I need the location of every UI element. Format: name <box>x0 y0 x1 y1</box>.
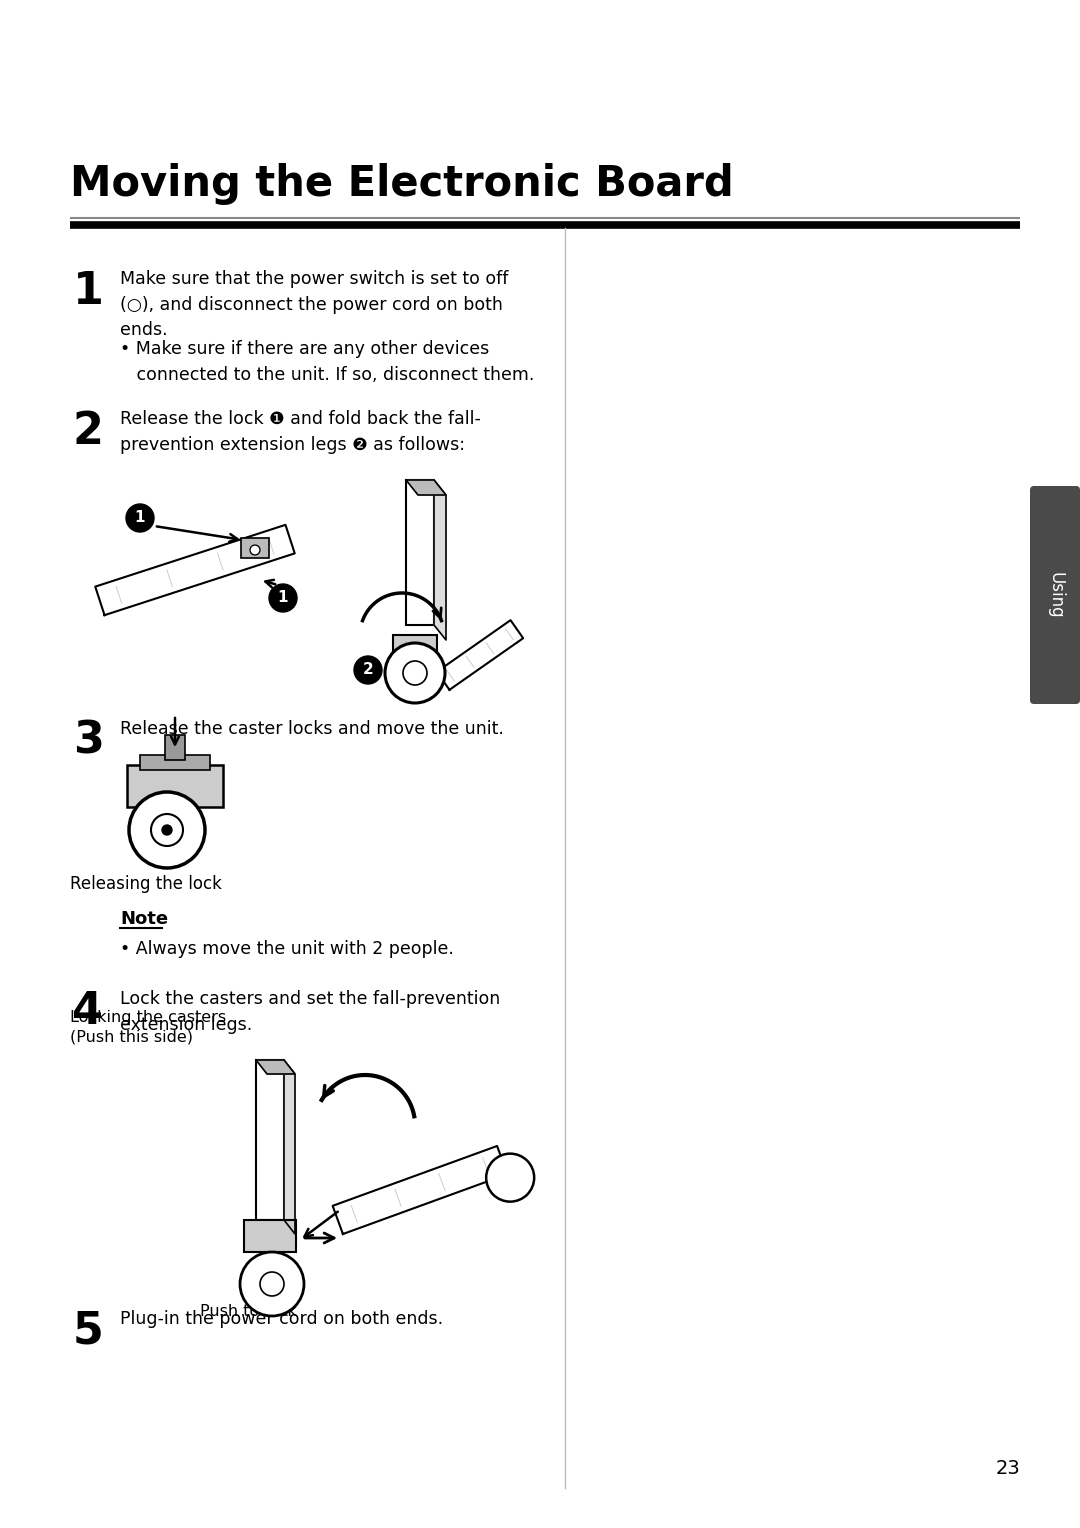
Circle shape <box>126 504 154 532</box>
Text: 2: 2 <box>72 410 104 452</box>
Bar <box>127 766 222 807</box>
Polygon shape <box>256 1060 295 1074</box>
Circle shape <box>249 545 260 555</box>
Polygon shape <box>95 524 295 616</box>
Polygon shape <box>333 1146 508 1235</box>
Text: 1: 1 <box>72 270 104 313</box>
Text: Note: Note <box>120 911 168 927</box>
Polygon shape <box>436 620 523 689</box>
Text: 4: 4 <box>72 990 104 1033</box>
Bar <box>393 636 437 669</box>
Text: 1: 1 <box>278 590 288 605</box>
Text: Release the lock ❶ and fold back the fall-
prevention extension legs ❷ as follow: Release the lock ❶ and fold back the fal… <box>120 410 481 454</box>
Text: 1: 1 <box>135 510 145 526</box>
Text: Push to lock: Push to lock <box>200 1303 297 1319</box>
Bar <box>165 735 185 759</box>
FancyBboxPatch shape <box>1030 486 1080 704</box>
Polygon shape <box>284 1060 295 1235</box>
Text: Plug-in the power cord on both ends.: Plug-in the power cord on both ends. <box>120 1309 443 1328</box>
Text: • Make sure if there are any other devices
   connected to the unit. If so, disc: • Make sure if there are any other devic… <box>120 341 535 384</box>
Text: • Always move the unit with 2 people.: • Always move the unit with 2 people. <box>120 940 454 958</box>
Text: Release the caster locks and move the unit.: Release the caster locks and move the un… <box>120 720 504 738</box>
Text: Lock the casters and set the fall-prevention
extension legs.: Lock the casters and set the fall-preven… <box>120 990 500 1034</box>
Text: 5: 5 <box>72 1309 104 1352</box>
Text: 2: 2 <box>363 663 374 677</box>
Polygon shape <box>434 480 446 640</box>
Circle shape <box>240 1251 303 1316</box>
Text: Releasing the lock: Releasing the lock <box>70 876 221 892</box>
Circle shape <box>486 1154 535 1201</box>
Text: Using: Using <box>1047 571 1064 619</box>
Circle shape <box>129 792 205 868</box>
Text: Moving the Electronic Board: Moving the Electronic Board <box>70 163 733 205</box>
Text: 23: 23 <box>996 1459 1020 1478</box>
Circle shape <box>269 584 297 613</box>
Circle shape <box>162 825 172 834</box>
Bar <box>140 755 210 770</box>
Text: 3: 3 <box>72 720 104 762</box>
Bar <box>241 538 269 558</box>
Text: Locking the casters
(Push this side): Locking the casters (Push this side) <box>70 1010 226 1045</box>
Text: Make sure that the power switch is set to off
(○), and disconnect the power cord: Make sure that the power switch is set t… <box>120 270 509 339</box>
Circle shape <box>384 643 445 703</box>
Circle shape <box>354 656 382 685</box>
Bar <box>256 1060 284 1219</box>
Polygon shape <box>406 480 446 495</box>
Bar <box>406 480 434 625</box>
Bar <box>244 1219 296 1251</box>
